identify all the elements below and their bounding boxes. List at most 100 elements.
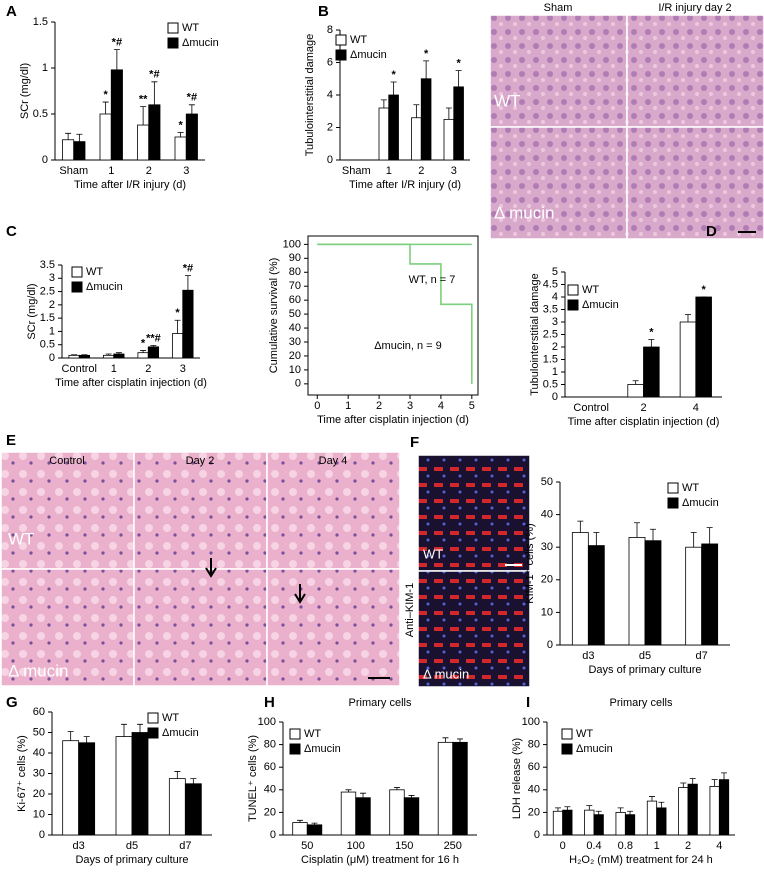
legend-swatch (289, 743, 301, 755)
significance-label: *# (112, 37, 122, 49)
x-tick-label: 50 (301, 840, 313, 852)
error-bar (423, 60, 430, 79)
x-axis-title: Time after cisplatin injection (d) (55, 377, 207, 389)
x-axis-title: Time after I/R injury (d) (349, 179, 461, 191)
x-axis-title: Days of primary culture (588, 664, 701, 676)
bar (615, 812, 626, 836)
legend-label: Δmucin (582, 299, 619, 311)
error-bar (296, 819, 303, 823)
x-tick-label: 0 (560, 840, 566, 852)
bar (147, 346, 160, 359)
error-bar (67, 731, 74, 741)
x-tick-label: 1 (654, 840, 660, 852)
y-axis-title: KIM-1⁺ cells (%) (524, 523, 536, 603)
panel-letter: H (264, 694, 275, 711)
bar (593, 814, 604, 836)
legend-label: Δmucin (86, 281, 123, 293)
panel-letter: B (318, 3, 329, 20)
y-axis-title: Ki-67⁺ cells (%) (16, 735, 28, 812)
bar (718, 779, 730, 836)
x-tick-label: Sham (342, 165, 371, 177)
chart-title: Primary cells (610, 697, 673, 709)
y-tick-label: 30 (289, 336, 301, 348)
error-bar (140, 350, 147, 353)
y-tick-label: 80 (264, 739, 276, 751)
y-axis-title: Tubulointerstitial damage (529, 273, 541, 396)
bar (185, 113, 198, 161)
column-label: Day 2 (186, 455, 215, 467)
y-axis-title: SCr (mg/dl) (26, 283, 38, 339)
y-tick-label: 30 (33, 767, 45, 779)
y-tick-label: 40 (289, 322, 301, 334)
y-tick-label: 20 (264, 806, 276, 818)
significance-label: * (175, 307, 180, 319)
x-tick-label: 5 (469, 400, 475, 412)
y-tick-label: 6 (327, 56, 333, 68)
arrow (205, 558, 217, 578)
legend-label: WT (304, 728, 321, 740)
y-tick-label: 1.5 (40, 312, 55, 324)
significance-label: * (649, 326, 654, 338)
bar (453, 86, 464, 161)
x-tick-label: 1 (386, 165, 392, 177)
column-label: I/R injury day 2 (658, 2, 731, 14)
bar (411, 117, 422, 161)
x-tick-label: 2 (418, 165, 424, 177)
x-tick-label: Control (573, 402, 608, 414)
x-axis-title: Days of primary culture (75, 854, 188, 866)
arrow (294, 584, 306, 604)
error-bar (184, 275, 191, 291)
y-tick-label: 90 (289, 252, 301, 264)
y-tick-label: 1.5 (33, 16, 48, 28)
bar (174, 136, 187, 161)
y-tick-label: 80 (289, 266, 301, 278)
error-bar (577, 520, 584, 533)
bar (624, 814, 636, 836)
y-axis-title: Tubulointerstitial damage (304, 34, 316, 157)
y-tick-label: 20 (289, 350, 301, 362)
y-tick-label: 1 (42, 62, 48, 74)
legend-swatch (289, 728, 301, 740)
y-tick-label: 40 (264, 784, 276, 796)
x-tick-label: 100 (347, 840, 365, 852)
micrograph (0, 568, 135, 687)
x-tick-label: d7 (179, 840, 191, 852)
micrograph (133, 451, 268, 570)
bar (378, 107, 390, 161)
x-tick-label: 2 (146, 165, 152, 177)
bar (552, 810, 564, 836)
bar (452, 741, 468, 836)
y-tick-label: 2.5 (40, 285, 55, 297)
y-tick-label: 50 (289, 308, 301, 320)
x-tick-label: 4 (716, 840, 722, 852)
y-tick-label: 100 (522, 716, 540, 728)
error-bar (121, 723, 127, 737)
error-bar (65, 132, 72, 140)
significance-label: * (178, 119, 183, 131)
x-tick-label: d5 (126, 840, 138, 852)
significance-label: * (103, 89, 108, 101)
bar (306, 824, 323, 836)
error-bar (408, 795, 415, 798)
column-label: Sham (544, 2, 573, 14)
error-bar (617, 807, 624, 813)
y-tick-label: 3 (49, 272, 55, 284)
x-tick-label: Sham (59, 165, 88, 177)
error-bar (140, 106, 147, 126)
error-bar (188, 104, 195, 114)
legend-label: Δmucin (182, 37, 219, 49)
y-tick-label: 0 (49, 352, 55, 364)
y-tick-label: 0.5 (33, 108, 48, 120)
error-bar (680, 782, 687, 788)
stain-label: Anti–KIM-1 (404, 583, 416, 637)
y-tick-label: 10 (33, 808, 45, 820)
y-tick-label: 3.5 (40, 259, 55, 271)
y-axis-title: TUNEL⁺ cells (%) (247, 735, 259, 822)
bar (292, 822, 308, 836)
micrograph (0, 451, 135, 570)
bar (656, 807, 667, 836)
row-label: WT (494, 91, 520, 110)
y-tick-label: 0 (327, 154, 333, 166)
x-tick-label: 150 (395, 840, 413, 852)
error-bar (595, 810, 602, 815)
